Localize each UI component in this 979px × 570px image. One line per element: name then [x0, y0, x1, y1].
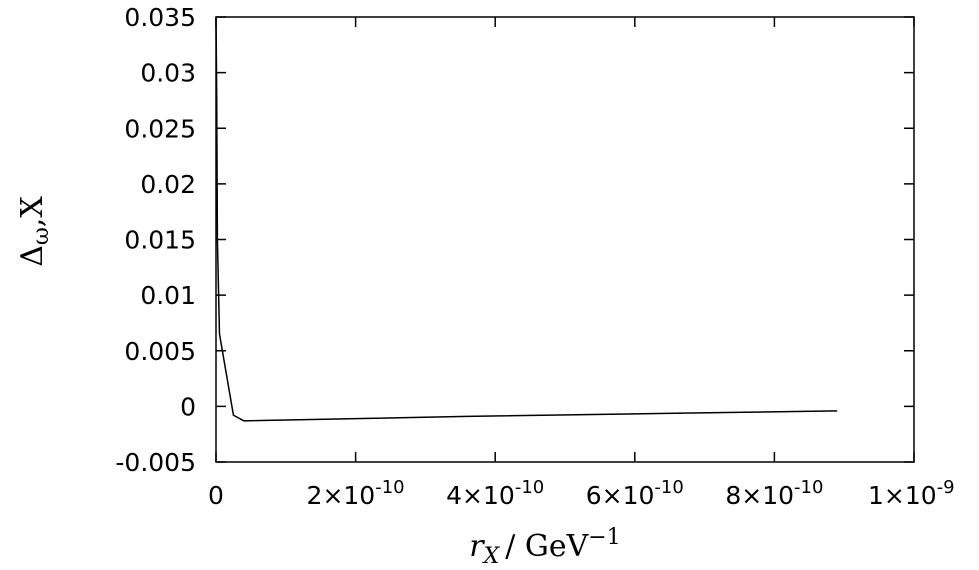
- y-tick-label: 0.025: [124, 114, 196, 143]
- y-tick-label: 0.02: [140, 170, 196, 199]
- x-axis-title: rX / GeV−1: [469, 525, 620, 569]
- x-tick-label: 0: [208, 481, 224, 510]
- series-layer: [215, 16, 838, 422]
- x-axis-title-sub: X: [482, 544, 501, 569]
- series-line: [215, 16, 838, 422]
- x-axis-title-var: r: [469, 529, 485, 564]
- y-axis-ticks: -0.005 0 0.005 0.01 0.015 0.02 0.025 0.03 0.035: [115, 3, 914, 477]
- x-tick-label-base: 4×10: [446, 481, 515, 510]
- y-axis-title-var: Δ: [15, 245, 50, 267]
- y-tick-label: 0: [180, 392, 196, 421]
- y-axis-title: Δω,X: [15, 196, 54, 267]
- x-tick-label-base: 6×10: [586, 481, 655, 510]
- x-tick-label: 8×10-10: [725, 477, 823, 510]
- y-tick-label: 0.01: [140, 281, 196, 310]
- x-axis-title-unit: / GeV: [505, 529, 589, 564]
- x-axis-title-sup: −1: [588, 525, 620, 550]
- y-axis-title-rest: ,X: [15, 196, 50, 228]
- x-tick-label-base: 2×10: [307, 481, 376, 510]
- x-tick-label-exponent: -10: [654, 477, 683, 498]
- x-tick-label-exponent: -10: [375, 477, 404, 498]
- x-tick-label-exponent: -10: [515, 477, 544, 498]
- x-tick-label: 6×10-10: [586, 477, 684, 510]
- x-tick-label-base: 8×10: [725, 481, 794, 510]
- x-tick-label-base: 1×10: [868, 481, 937, 510]
- x-tick-label: 2×10-10: [307, 477, 405, 510]
- x-tick-label-exponent: -10: [794, 477, 823, 498]
- y-tick-label: 0.03: [140, 59, 196, 88]
- y-tick-label: 0.005: [124, 337, 196, 366]
- x-tick-label-exponent: -9: [937, 477, 955, 498]
- x-axis-ticks: 0 2×10-10 4×10-10 6×10-10 8×10-10 1×10-9: [208, 17, 955, 510]
- y-axis-title-sub: ω: [29, 227, 54, 245]
- y-tick-label: 0.035: [124, 3, 196, 32]
- x-tick-label: 1×10-9: [868, 477, 955, 510]
- y-tick-label: 0.015: [124, 226, 196, 255]
- x-tick-label: 4×10-10: [446, 477, 544, 510]
- plot-frame: [215, 16, 915, 463]
- x-tick-label-base: 0: [208, 481, 224, 510]
- y-tick-label: -0.005: [115, 448, 196, 477]
